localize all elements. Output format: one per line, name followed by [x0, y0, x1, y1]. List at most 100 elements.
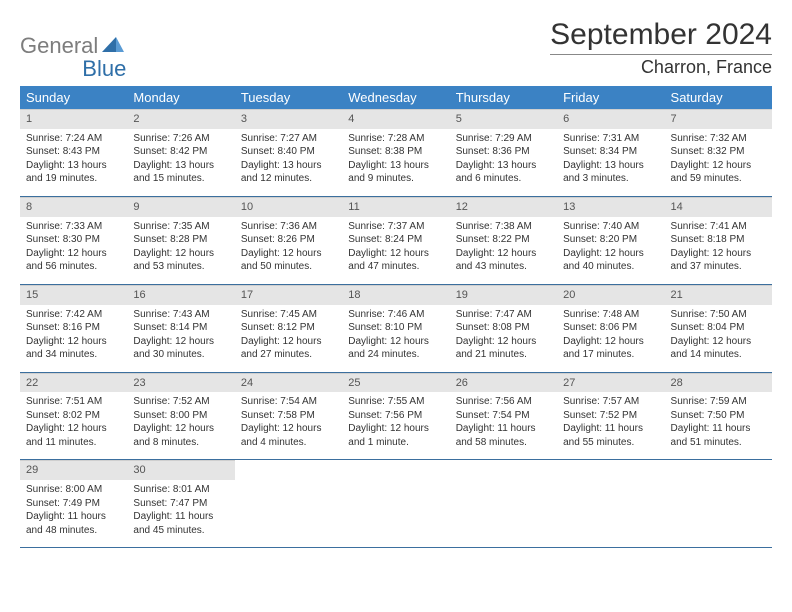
title-block: September 2024 Charron, France — [550, 18, 772, 78]
calendar-day-cell: 25Sunrise: 7:55 AMSunset: 7:56 PMDayligh… — [342, 372, 449, 460]
sunset-line: Sunset: 8:32 PM — [671, 145, 766, 159]
calendar-day-cell: 18Sunrise: 7:46 AMSunset: 8:10 PMDayligh… — [342, 284, 449, 372]
sunset-line: Sunset: 8:24 PM — [348, 233, 443, 247]
day-number: 16 — [127, 285, 234, 305]
sunset-line: Sunset: 8:10 PM — [348, 321, 443, 335]
calendar-day-cell: 22Sunrise: 7:51 AMSunset: 8:02 PMDayligh… — [20, 372, 127, 460]
calendar-day-cell: 3Sunrise: 7:27 AMSunset: 8:40 PMDaylight… — [235, 109, 342, 196]
sunrise-line: Sunrise: 7:57 AM — [563, 395, 658, 409]
sunset-line: Sunset: 7:52 PM — [563, 409, 658, 423]
day-body: Sunrise: 7:33 AMSunset: 8:30 PMDaylight:… — [20, 217, 127, 284]
calendar-day-cell: 21Sunrise: 7:50 AMSunset: 8:04 PMDayligh… — [665, 284, 772, 372]
day-body: Sunrise: 7:38 AMSunset: 8:22 PMDaylight:… — [450, 217, 557, 284]
day-body: Sunrise: 7:51 AMSunset: 8:02 PMDaylight:… — [20, 392, 127, 459]
calendar-day-cell: 6Sunrise: 7:31 AMSunset: 8:34 PMDaylight… — [557, 109, 664, 196]
day-number: 21 — [665, 285, 772, 305]
sunrise-line: Sunrise: 7:32 AM — [671, 132, 766, 146]
sunrise-line: Sunrise: 7:31 AM — [563, 132, 658, 146]
day-number: 22 — [20, 373, 127, 393]
calendar-week-row: 29Sunrise: 8:00 AMSunset: 7:49 PMDayligh… — [20, 460, 772, 548]
day-number: 6 — [557, 109, 664, 129]
sunset-line: Sunset: 7:56 PM — [348, 409, 443, 423]
sunset-line: Sunset: 8:14 PM — [133, 321, 228, 335]
calendar-day-cell: 27Sunrise: 7:57 AMSunset: 7:52 PMDayligh… — [557, 372, 664, 460]
day-body: Sunrise: 7:54 AMSunset: 7:58 PMDaylight:… — [235, 392, 342, 459]
sunrise-line: Sunrise: 7:48 AM — [563, 308, 658, 322]
sunrise-line: Sunrise: 7:56 AM — [456, 395, 551, 409]
sunrise-line: Sunrise: 7:33 AM — [26, 220, 121, 234]
day-body: Sunrise: 7:29 AMSunset: 8:36 PMDaylight:… — [450, 129, 557, 196]
day-body: Sunrise: 7:59 AMSunset: 7:50 PMDaylight:… — [665, 392, 772, 459]
sunset-line: Sunset: 8:08 PM — [456, 321, 551, 335]
day-number: 25 — [342, 373, 449, 393]
day-number: 26 — [450, 373, 557, 393]
day-number: 20 — [557, 285, 664, 305]
calendar-day-cell — [342, 460, 449, 548]
calendar-day-cell: 17Sunrise: 7:45 AMSunset: 8:12 PMDayligh… — [235, 284, 342, 372]
day-number: 9 — [127, 197, 234, 217]
day-number: 7 — [665, 109, 772, 129]
daylight-line: Daylight: 11 hours and 51 minutes. — [671, 422, 766, 449]
calendar-day-cell: 30Sunrise: 8:01 AMSunset: 7:47 PMDayligh… — [127, 460, 234, 548]
sunrise-line: Sunrise: 7:40 AM — [563, 220, 658, 234]
sunrise-line: Sunrise: 7:59 AM — [671, 395, 766, 409]
sunset-line: Sunset: 7:58 PM — [241, 409, 336, 423]
day-body: Sunrise: 7:37 AMSunset: 8:24 PMDaylight:… — [342, 217, 449, 284]
calendar-day-cell: 15Sunrise: 7:42 AMSunset: 8:16 PMDayligh… — [20, 284, 127, 372]
day-body: Sunrise: 7:31 AMSunset: 8:34 PMDaylight:… — [557, 129, 664, 196]
daylight-line: Daylight: 12 hours and 34 minutes. — [26, 335, 121, 362]
sunrise-line: Sunrise: 7:24 AM — [26, 132, 121, 146]
weekday-header: Wednesday — [342, 86, 449, 109]
daylight-line: Daylight: 13 hours and 19 minutes. — [26, 159, 121, 186]
daylight-line: Daylight: 12 hours and 27 minutes. — [241, 335, 336, 362]
sunset-line: Sunset: 8:02 PM — [26, 409, 121, 423]
daylight-line: Daylight: 12 hours and 30 minutes. — [133, 335, 228, 362]
calendar-week-row: 15Sunrise: 7:42 AMSunset: 8:16 PMDayligh… — [20, 284, 772, 372]
day-number: 23 — [127, 373, 234, 393]
day-number: 5 — [450, 109, 557, 129]
daylight-line: Daylight: 11 hours and 55 minutes. — [563, 422, 658, 449]
sunset-line: Sunset: 8:30 PM — [26, 233, 121, 247]
daylight-line: Daylight: 12 hours and 1 minute. — [348, 422, 443, 449]
logo-triangle-icon — [102, 35, 124, 58]
calendar-day-cell — [665, 460, 772, 548]
calendar-day-cell: 16Sunrise: 7:43 AMSunset: 8:14 PMDayligh… — [127, 284, 234, 372]
day-body: Sunrise: 7:28 AMSunset: 8:38 PMDaylight:… — [342, 129, 449, 196]
day-body: Sunrise: 8:00 AMSunset: 7:49 PMDaylight:… — [20, 480, 127, 547]
sunrise-line: Sunrise: 8:00 AM — [26, 483, 121, 497]
sunset-line: Sunset: 8:43 PM — [26, 145, 121, 159]
calendar-week-row: 22Sunrise: 7:51 AMSunset: 8:02 PMDayligh… — [20, 372, 772, 460]
calendar-day-cell — [450, 460, 557, 548]
sunrise-line: Sunrise: 7:45 AM — [241, 308, 336, 322]
sunrise-line: Sunrise: 7:29 AM — [456, 132, 551, 146]
daylight-line: Daylight: 12 hours and 17 minutes. — [563, 335, 658, 362]
weekday-header: Tuesday — [235, 86, 342, 109]
sunset-line: Sunset: 8:36 PM — [456, 145, 551, 159]
sunset-line: Sunset: 8:42 PM — [133, 145, 228, 159]
day-number: 10 — [235, 197, 342, 217]
daylight-line: Daylight: 13 hours and 9 minutes. — [348, 159, 443, 186]
day-number: 19 — [450, 285, 557, 305]
daylight-line: Daylight: 11 hours and 58 minutes. — [456, 422, 551, 449]
calendar-week-row: 1Sunrise: 7:24 AMSunset: 8:43 PMDaylight… — [20, 109, 772, 196]
day-body: Sunrise: 7:52 AMSunset: 8:00 PMDaylight:… — [127, 392, 234, 459]
daylight-line: Daylight: 12 hours and 37 minutes. — [671, 247, 766, 274]
daylight-line: Daylight: 13 hours and 6 minutes. — [456, 159, 551, 186]
sunset-line: Sunset: 7:50 PM — [671, 409, 766, 423]
daylight-line: Daylight: 12 hours and 21 minutes. — [456, 335, 551, 362]
sunset-line: Sunset: 7:49 PM — [26, 497, 121, 511]
sunset-line: Sunset: 8:04 PM — [671, 321, 766, 335]
sunset-line: Sunset: 8:00 PM — [133, 409, 228, 423]
weekday-header: Monday — [127, 86, 234, 109]
day-number: 30 — [127, 460, 234, 480]
sunrise-line: Sunrise: 7:50 AM — [671, 308, 766, 322]
sunset-line: Sunset: 8:26 PM — [241, 233, 336, 247]
sunset-line: Sunset: 8:20 PM — [563, 233, 658, 247]
daylight-line: Daylight: 13 hours and 15 minutes. — [133, 159, 228, 186]
calendar-day-cell: 24Sunrise: 7:54 AMSunset: 7:58 PMDayligh… — [235, 372, 342, 460]
daylight-line: Daylight: 13 hours and 3 minutes. — [563, 159, 658, 186]
day-number: 12 — [450, 197, 557, 217]
day-body: Sunrise: 7:26 AMSunset: 8:42 PMDaylight:… — [127, 129, 234, 196]
day-number: 8 — [20, 197, 127, 217]
day-number: 1 — [20, 109, 127, 129]
